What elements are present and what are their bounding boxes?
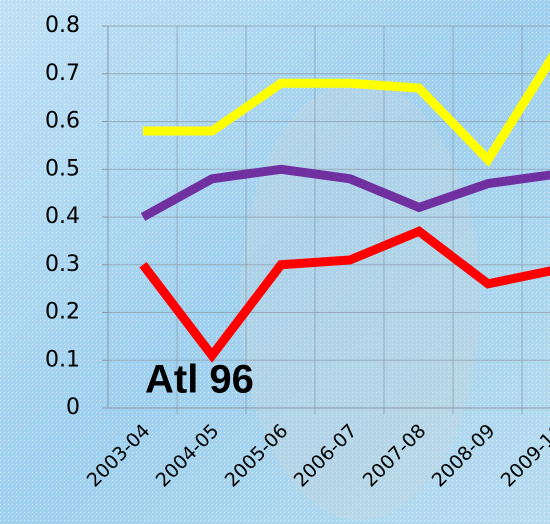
- background-shape: [240, 80, 480, 520]
- y-tick-label: 0.1: [45, 347, 80, 372]
- y-tick-label: 0.7: [45, 61, 80, 86]
- y-tick-label: 0: [66, 395, 80, 420]
- plot: 00.10.20.30.40.50.60.70.82003-042004-052…: [45, 13, 550, 492]
- series-line: [140, 164, 550, 221]
- y-tick-label: 0.5: [45, 156, 80, 181]
- y-tick-label: 0.2: [45, 300, 80, 325]
- series-line: [143, 52, 550, 167]
- annotation: Atl 96: [145, 358, 254, 402]
- series-line: [139, 226, 550, 363]
- y-tick-label: 0.8: [45, 13, 80, 38]
- y-tick-label: 0.3: [45, 252, 80, 277]
- y-tick-label: 0.6: [45, 109, 80, 134]
- y-tick-label: 0.4: [45, 204, 80, 229]
